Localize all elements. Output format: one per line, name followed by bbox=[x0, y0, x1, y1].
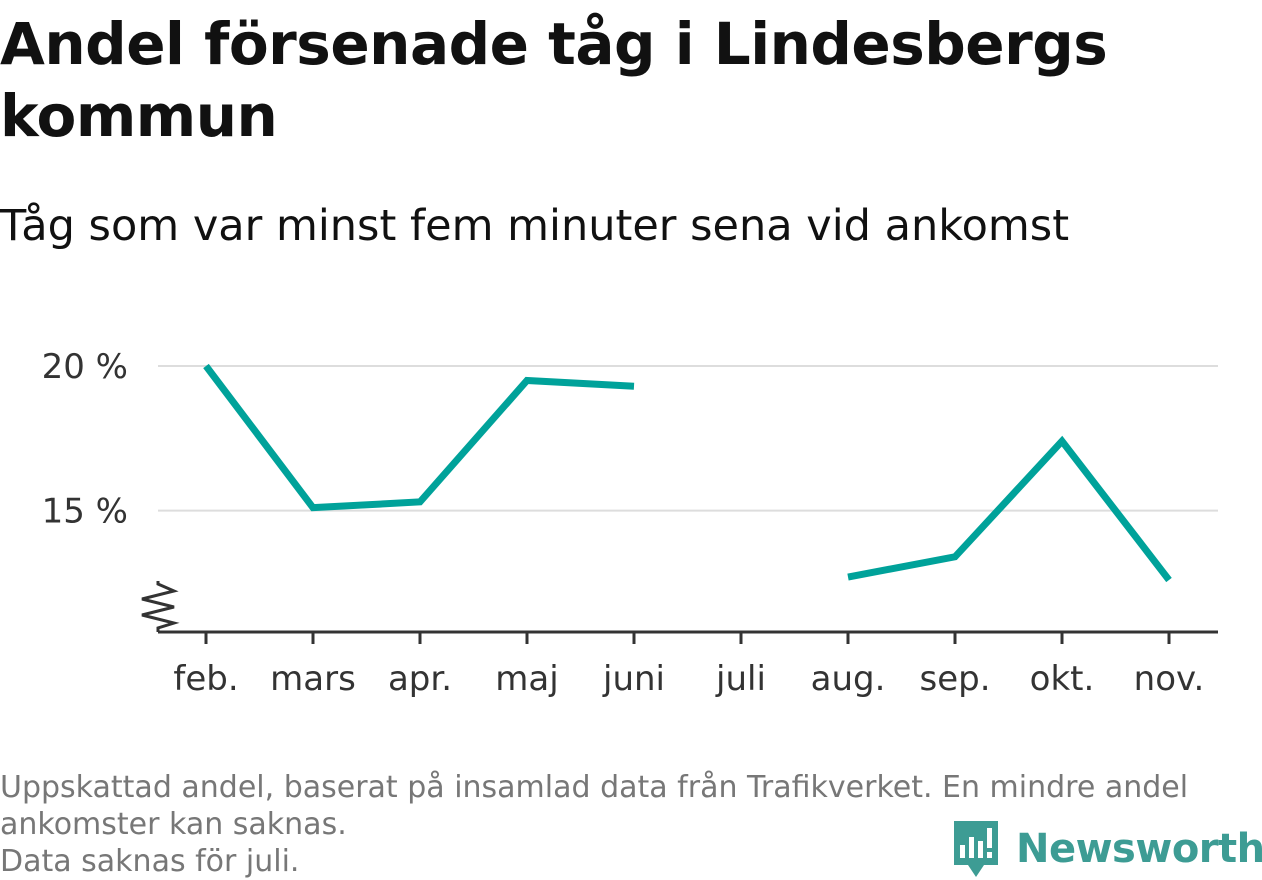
footnote: Uppskattad andel, baserat på insamlad da… bbox=[0, 769, 1250, 880]
x-tick-label: apr. bbox=[388, 659, 452, 699]
line-chart: 15 % 20 % feb. mars apr. maj juni juli aug. sep.… bbox=[42, 347, 1218, 699]
x-tick-label: mars bbox=[270, 659, 356, 699]
x-axis bbox=[141, 581, 1218, 644]
chart-title: Andel försenade tåg i Lindesbergs kommun bbox=[0, 10, 1108, 150]
chart-subtitle: Tåg som var minst fem minuter sena vid a… bbox=[0, 201, 1070, 251]
footnote-line: Data saknas för juli. bbox=[0, 844, 300, 879]
y-tick-labels: 15 % 20 % bbox=[42, 347, 128, 532]
series-lines bbox=[203, 363, 1172, 583]
footnote-line: Uppskattad andel, baserat på insamlad da… bbox=[0, 770, 1189, 805]
newsworthy-logo-icon bbox=[954, 821, 998, 877]
x-tick-label: nov. bbox=[1134, 659, 1205, 699]
grid-lines bbox=[158, 365, 1218, 512]
series-line-segment bbox=[847, 435, 1172, 583]
footnote-line: ankomster kan saknas. bbox=[0, 807, 347, 842]
y-axis-break-icon bbox=[141, 581, 180, 632]
x-tick-label: aug. bbox=[811, 659, 886, 699]
x-tick-label: juni bbox=[602, 659, 665, 699]
x-tick-label: maj bbox=[495, 659, 558, 699]
brand-name: Newsworthy bbox=[1016, 826, 1262, 872]
x-tick-label: okt. bbox=[1030, 659, 1095, 699]
x-tick-label: feb. bbox=[173, 659, 238, 699]
x-tick-label: sep. bbox=[919, 659, 990, 699]
x-tick-label: juli bbox=[715, 659, 766, 699]
brand-logo: Newsworthy bbox=[950, 818, 1262, 880]
y-tick-label: 15 % bbox=[42, 492, 128, 532]
y-tick-label: 20 % bbox=[42, 347, 128, 387]
x-tick-labels: feb. mars apr. maj juni juli aug. sep. okt. nov. bbox=[173, 659, 1204, 699]
series-line-segment bbox=[203, 363, 635, 512]
